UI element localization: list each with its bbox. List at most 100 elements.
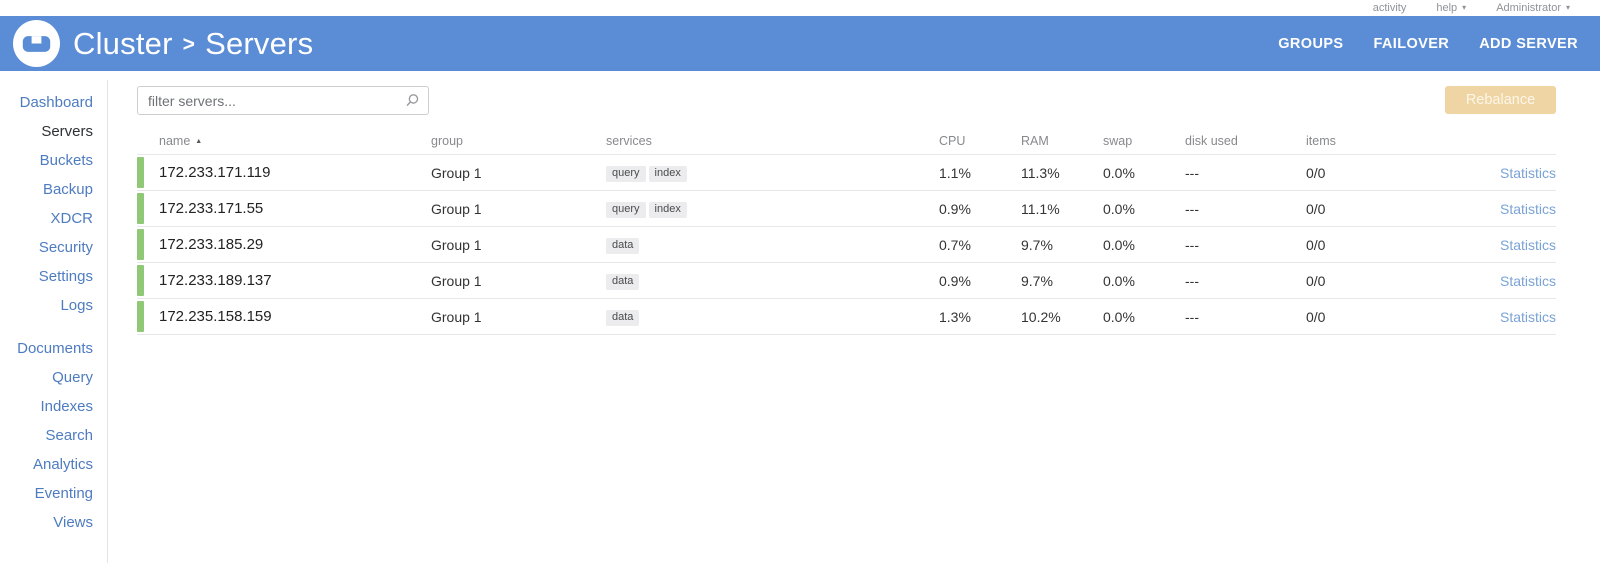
column-header-disk-used: disk used: [1185, 134, 1306, 148]
servers-table: name ▲ group services CPU RAM swap disk u…: [137, 128, 1556, 335]
filter-input-wrap: [137, 86, 429, 115]
sort-ascending-icon: ▲: [195, 138, 203, 145]
server-services: data: [606, 307, 939, 326]
search-icon: [406, 94, 419, 106]
utility-bar: activity help ▾ Administrator ▾: [0, 0, 1600, 16]
server-row[interactable]: 172.233.171.119 Group 1 query index 1.1% …: [137, 155, 1556, 191]
server-name: 172.233.185.29: [159, 236, 264, 253]
main-content: Rebalance name ▲ group services CPU RAM s…: [108, 71, 1600, 575]
items-value: 0/0: [1306, 272, 1326, 289]
rebalance-button[interactable]: Rebalance: [1445, 86, 1556, 114]
column-header-group: group: [431, 134, 606, 148]
server-health-indicator: [137, 263, 144, 298]
ram-value: 9.7%: [1021, 236, 1053, 253]
sidebar-item-buckets[interactable]: Buckets: [39, 152, 93, 169]
statistics-cell: Statistics: [1443, 309, 1556, 325]
service-badge-index: index: [648, 165, 687, 182]
column-header-label: services: [606, 134, 652, 148]
column-header-label: CPU: [939, 134, 966, 148]
cpu-value: 0.7%: [939, 236, 971, 253]
column-header-cpu: CPU: [939, 134, 1021, 148]
sidebar-item-xdcr[interactable]: XDCR: [50, 210, 93, 227]
table-body: 172.233.171.119 Group 1 query index 1.1% …: [137, 155, 1556, 335]
ram-value: 9.7%: [1021, 272, 1053, 289]
chevron-right-icon: >: [182, 32, 196, 56]
breadcrumb: Cluster > Servers: [73, 26, 313, 62]
header-actions: GROUPS FAILOVER ADD SERVER: [1278, 36, 1578, 52]
appbar-action-failover[interactable]: FAILOVER: [1373, 35, 1450, 52]
statistics-link[interactable]: Statistics: [1499, 308, 1556, 325]
sidebar-item-backup[interactable]: Backup: [42, 181, 93, 198]
swap-value: 0.0%: [1103, 308, 1135, 325]
sidebar-item-servers[interactable]: Servers: [41, 123, 93, 140]
filter-input[interactable]: [137, 86, 429, 115]
sidebar-item-views[interactable]: Views: [53, 514, 93, 531]
chevron-down-icon: ▾: [1565, 3, 1570, 12]
activity-link[interactable]: activity: [1372, 2, 1407, 14]
server-name: 172.235.158.159: [159, 308, 272, 325]
server-services: query index: [606, 163, 939, 182]
service-badge-query: query: [606, 165, 646, 182]
column-header-name[interactable]: name ▲: [144, 134, 431, 148]
sidebar-item-security[interactable]: Security: [38, 239, 93, 256]
server-health-indicator: [137, 299, 144, 334]
ram-value: 11.1%: [1021, 200, 1060, 217]
statistics-link[interactable]: Statistics: [1499, 272, 1556, 289]
appbar-action-add-server[interactable]: ADD SERVER: [1479, 35, 1578, 52]
help-menu[interactable]: help ▾: [1436, 2, 1466, 14]
breadcrumb-current: Servers: [205, 25, 314, 61]
sidebar-item-query[interactable]: Query: [52, 369, 93, 386]
column-header-swap: swap: [1103, 134, 1185, 148]
disk-used-value: ---: [1185, 236, 1199, 253]
statistics-link[interactable]: Statistics: [1499, 164, 1556, 181]
sidebar-item-settings[interactable]: Settings: [38, 268, 93, 285]
service-badge-index: index: [648, 201, 687, 218]
sidebar-item-logs[interactable]: Logs: [60, 297, 93, 314]
appbar-action-groups[interactable]: GROUPS: [1278, 35, 1344, 52]
sidebar-item-documents[interactable]: Documents: [17, 340, 93, 357]
disk-used-value: ---: [1185, 164, 1199, 181]
sidebar-item-eventing[interactable]: Eventing: [34, 485, 93, 502]
server-row[interactable]: 172.233.189.137 Group 1 data 0.9% 9.7% 0…: [137, 263, 1556, 299]
disk-used-value: ---: [1185, 272, 1199, 289]
column-header-ram: RAM: [1021, 134, 1103, 148]
user-menu[interactable]: Administrator ▾: [1496, 2, 1570, 14]
server-row[interactable]: 172.233.185.29 Group 1 data 0.7% 9.7% 0.…: [137, 227, 1556, 263]
server-group: Group 1: [431, 164, 482, 181]
sidebar-item-search[interactable]: Search: [45, 427, 93, 444]
server-group: Group 1: [431, 308, 482, 325]
sidebar-nav: Dashboard Servers Buckets Backup XDCR Se…: [0, 80, 108, 563]
items-value: 0/0: [1306, 308, 1326, 325]
service-badge-query: query: [606, 201, 646, 218]
server-name: 172.233.171.55: [159, 200, 264, 217]
server-services: data: [606, 271, 939, 290]
statistics-cell: Statistics: [1443, 201, 1556, 217]
statistics-link[interactable]: Statistics: [1499, 236, 1556, 253]
sidebar-item-indexes[interactable]: Indexes: [40, 398, 93, 415]
column-header-label: swap: [1103, 134, 1133, 148]
cpu-value: 1.1%: [939, 164, 971, 181]
user-menu-label: Administrator: [1496, 2, 1561, 14]
breadcrumb-root[interactable]: Cluster: [73, 25, 173, 61]
servers-toolbar: Rebalance: [137, 86, 1556, 115]
statistics-link[interactable]: Statistics: [1499, 200, 1556, 217]
statistics-cell: Statistics: [1443, 165, 1556, 181]
ram-value: 11.3%: [1021, 164, 1060, 181]
server-row[interactable]: 172.233.171.55 Group 1 query index 0.9% 1…: [137, 191, 1556, 227]
sidebar-item-analytics[interactable]: Analytics: [32, 456, 93, 473]
server-group: Group 1: [431, 272, 482, 289]
items-value: 0/0: [1306, 236, 1326, 253]
column-header-label: items: [1306, 134, 1336, 148]
swap-value: 0.0%: [1103, 272, 1135, 289]
service-badge-data: data: [606, 237, 640, 254]
column-header-services: services: [606, 134, 939, 148]
couchbase-logo-icon: [13, 20, 60, 67]
server-services: query index: [606, 199, 939, 218]
server-row[interactable]: 172.235.158.159 Group 1 data 1.3% 10.2% …: [137, 299, 1556, 335]
server-services: data: [606, 235, 939, 254]
items-value: 0/0: [1306, 200, 1326, 217]
server-group: Group 1: [431, 236, 482, 253]
sidebar-item-dashboard[interactable]: Dashboard: [19, 94, 93, 111]
statistics-cell: Statistics: [1443, 237, 1556, 253]
column-header-items: items: [1306, 134, 1443, 148]
